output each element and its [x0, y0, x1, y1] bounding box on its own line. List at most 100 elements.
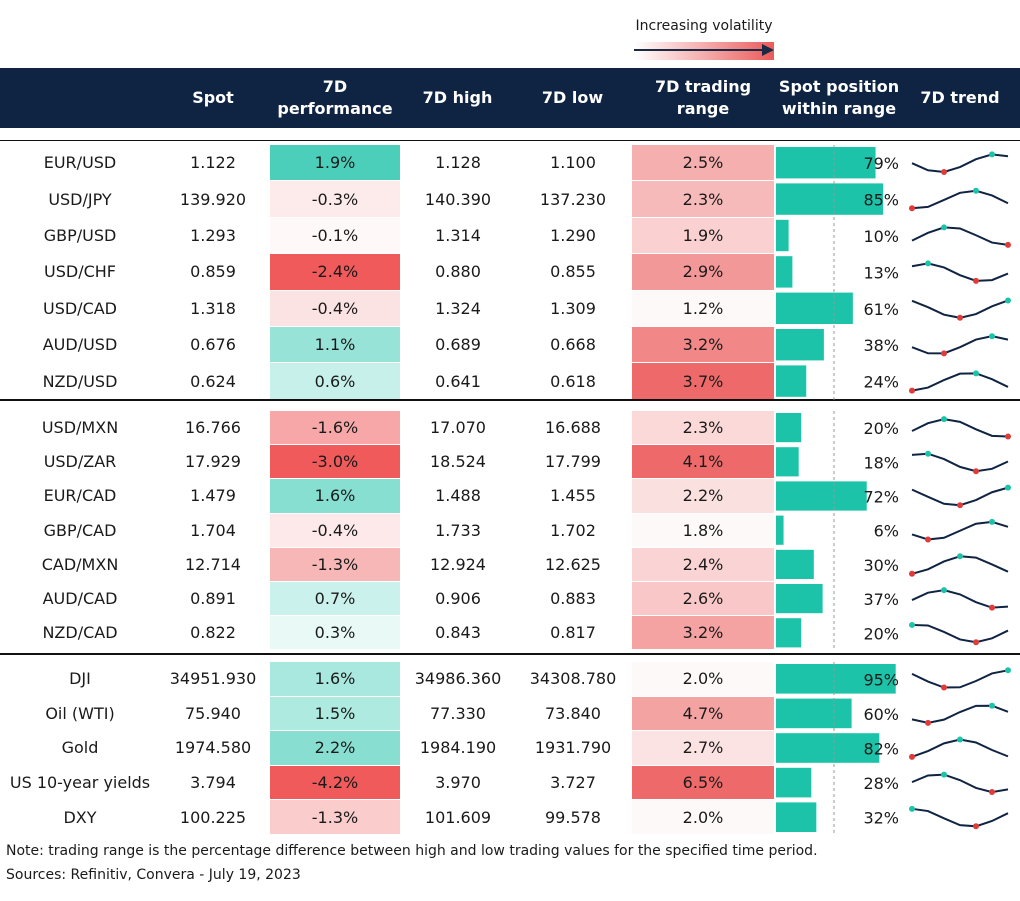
perf-cell: -2.4%	[270, 254, 400, 290]
trend-high	[941, 224, 947, 231]
range-cell: 4.1%	[632, 445, 774, 479]
position-bar	[776, 256, 793, 288]
spot-cell: 0.891	[190, 589, 236, 609]
low-cell: 16.688	[545, 418, 601, 438]
position-bar	[776, 767, 812, 798]
trend-high	[909, 621, 915, 628]
high-cell: 1.488	[435, 486, 481, 506]
trend-high	[1005, 297, 1011, 304]
high-cell: 1.324	[435, 298, 481, 318]
position-label: 18%	[863, 453, 899, 472]
trend-low	[973, 277, 979, 284]
trend-low	[909, 387, 915, 394]
perf-cell: 1.5%	[270, 696, 400, 731]
perf-cell: 1.6%	[270, 662, 400, 696]
position-label: 79%	[863, 154, 899, 173]
row-name: US 10-year yields	[9, 773, 151, 793]
high-cell: 1.733	[435, 520, 481, 540]
position-label: 38%	[863, 336, 899, 355]
row-name: DJI	[69, 669, 91, 689]
perf-cell: 0.7%	[270, 582, 400, 616]
row-name: AUD/USD	[42, 335, 118, 355]
trend-high	[957, 553, 963, 560]
trend-low	[941, 168, 947, 175]
spot-cell: 75.940	[185, 703, 241, 723]
low-cell: 1931.790	[534, 738, 612, 758]
high-cell: 1984.190	[419, 738, 497, 758]
trend-low	[941, 350, 947, 357]
position-label: 6%	[874, 522, 899, 541]
row-name: GBP/USD	[43, 225, 117, 245]
perf-cell: -1.3%	[270, 547, 400, 581]
trend-high	[957, 736, 963, 743]
position-label: 28%	[863, 774, 899, 793]
perf-cell: -0.1%	[270, 217, 400, 254]
row-name: USD/MXN	[41, 418, 119, 438]
position-label: 60%	[863, 705, 899, 724]
trend-line	[911, 623, 1009, 644]
trend-high	[941, 587, 947, 594]
row-name: NZD/USD	[42, 371, 118, 391]
trend-line	[911, 486, 1009, 507]
high-cell: 0.880	[435, 262, 481, 282]
spot-cell: 0.676	[190, 335, 236, 355]
row-name: GBP/CAD	[43, 520, 117, 540]
spot-cell: 12.714	[185, 554, 241, 574]
trend-high	[989, 702, 995, 709]
spot-cell: 3.794	[190, 773, 236, 793]
trend-low	[1005, 433, 1011, 440]
row-name: USD/JPY	[48, 189, 112, 209]
row-name: EUR/CAD	[43, 486, 117, 506]
trend-line	[911, 335, 1009, 355]
low-cell: 0.668	[550, 335, 596, 355]
legend-gradient	[634, 42, 774, 60]
position-bar	[776, 802, 817, 832]
spot-cell: 0.822	[190, 623, 236, 643]
low-cell: 12.625	[545, 554, 601, 574]
row-name: Oil (WTI)	[45, 703, 115, 723]
high-cell: 0.906	[435, 589, 481, 609]
trend-low	[957, 502, 963, 509]
position-label: 10%	[863, 227, 899, 246]
position-label: 20%	[863, 624, 899, 643]
trend-line	[911, 299, 1009, 319]
trend-high	[1005, 484, 1011, 491]
range-cell: 2.0%	[632, 800, 774, 834]
low-cell: 34308.780	[529, 669, 617, 689]
low-cell: 1.290	[550, 225, 596, 245]
range-cell: 1.2%	[632, 290, 774, 326]
perf-cell: -1.3%	[270, 800, 400, 834]
column-header: 7D low	[541, 88, 604, 107]
position-bar	[776, 515, 784, 545]
high-cell: 17.070	[430, 418, 486, 438]
range-cell: 2.3%	[632, 181, 774, 217]
spot-cell: 0.859	[190, 262, 236, 282]
trend-line	[911, 807, 1009, 828]
trend-high	[941, 416, 947, 423]
trend-low	[1005, 241, 1011, 248]
trend-low	[909, 570, 915, 577]
position-label: 32%	[863, 809, 899, 828]
trend-high	[909, 805, 915, 812]
perf-cell: -0.4%	[270, 290, 400, 326]
high-cell: 12.924	[430, 554, 486, 574]
spot-cell: 1.318	[190, 298, 236, 318]
low-cell: 0.883	[550, 589, 596, 609]
perf-cell: -1.6%	[270, 411, 400, 445]
range-cell: 2.2%	[632, 479, 774, 513]
trend-line	[911, 738, 1009, 758]
spot-cell: 1.293	[190, 225, 236, 245]
position-bar	[776, 329, 824, 361]
note: Note: trading range is the percentage di…	[6, 843, 818, 859]
low-cell: 0.855	[550, 262, 596, 282]
perf-cell: -3.0%	[270, 445, 400, 479]
range-cell: 2.9%	[632, 254, 774, 290]
high-cell: 140.390	[424, 189, 492, 209]
perf-cell: 2.2%	[270, 731, 400, 765]
position-label: 72%	[863, 488, 899, 507]
trend-high	[989, 151, 995, 158]
trend-low	[925, 719, 931, 726]
legend-label: Increasing volatility	[635, 18, 773, 34]
range-cell: 2.3%	[632, 411, 774, 445]
range-cell: 1.8%	[632, 513, 774, 547]
